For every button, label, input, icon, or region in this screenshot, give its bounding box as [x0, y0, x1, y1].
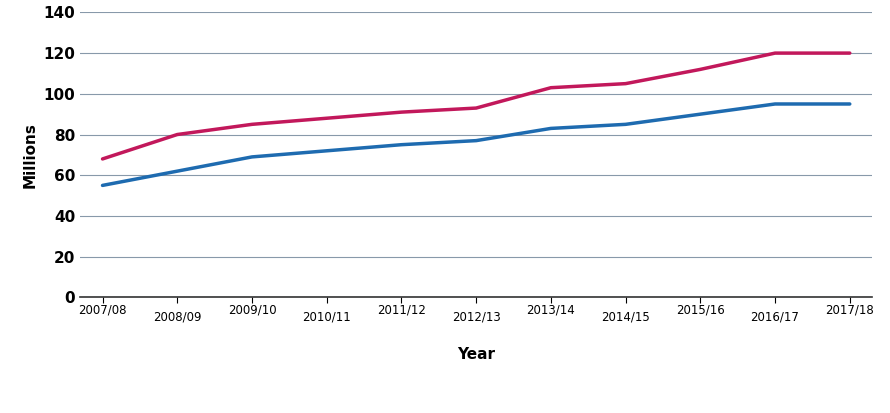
Text: 2010/11: 2010/11	[303, 310, 351, 323]
X-axis label: Year: Year	[457, 347, 495, 362]
Text: 2008/09: 2008/09	[153, 310, 201, 323]
Text: 2013/14: 2013/14	[527, 304, 575, 316]
Text: 2015/16: 2015/16	[676, 304, 724, 316]
Text: 2014/15: 2014/15	[602, 310, 650, 323]
Text: 2012/13: 2012/13	[452, 310, 500, 323]
Text: 2017/18: 2017/18	[825, 304, 874, 316]
Text: 2007/08: 2007/08	[78, 304, 126, 316]
Text: 2009/10: 2009/10	[228, 304, 276, 316]
Y-axis label: Millions: Millions	[23, 122, 37, 188]
Text: 2016/17: 2016/17	[750, 310, 799, 323]
Text: 2011/12: 2011/12	[377, 304, 425, 316]
